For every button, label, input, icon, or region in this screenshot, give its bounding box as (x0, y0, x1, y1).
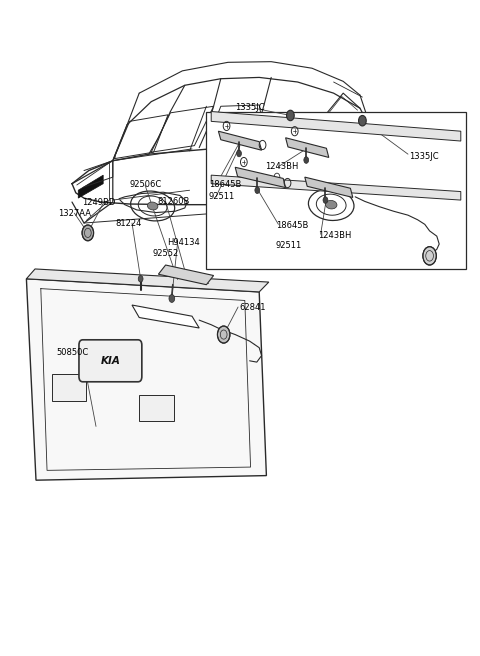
Circle shape (169, 295, 175, 302)
Circle shape (323, 197, 328, 203)
Bar (52, 374, 86, 401)
Polygon shape (26, 279, 266, 480)
Polygon shape (26, 269, 269, 292)
Text: H94134: H94134 (167, 238, 200, 247)
Text: 1335JC: 1335JC (235, 103, 265, 112)
Text: 92511: 92511 (276, 241, 302, 250)
Bar (139, 395, 174, 421)
Text: 18645B: 18645B (276, 221, 308, 230)
Polygon shape (78, 175, 103, 198)
Text: 92506C: 92506C (130, 180, 162, 190)
Circle shape (359, 115, 366, 126)
FancyBboxPatch shape (79, 340, 142, 382)
Text: 1327AA: 1327AA (58, 209, 91, 218)
Text: 92511: 92511 (209, 192, 235, 201)
Text: 62841: 62841 (239, 302, 265, 312)
Text: 50850C: 50850C (57, 348, 89, 358)
Circle shape (287, 110, 294, 121)
Circle shape (423, 247, 436, 265)
Polygon shape (132, 305, 199, 328)
Circle shape (82, 225, 94, 241)
Ellipse shape (147, 202, 158, 210)
Circle shape (304, 157, 309, 163)
Circle shape (237, 150, 241, 157)
Circle shape (255, 187, 260, 194)
Text: 1243BH: 1243BH (318, 231, 351, 240)
Text: 92552: 92552 (153, 249, 179, 258)
Text: 18645B: 18645B (209, 180, 241, 190)
Circle shape (138, 276, 143, 282)
Bar (206, 112, 466, 269)
Polygon shape (218, 131, 262, 150)
Polygon shape (211, 112, 461, 141)
Polygon shape (211, 175, 461, 200)
Text: 81260B: 81260B (157, 197, 190, 206)
Polygon shape (158, 265, 214, 285)
Text: 1249BD: 1249BD (82, 197, 115, 207)
Polygon shape (235, 167, 286, 188)
Text: 81224: 81224 (115, 218, 142, 228)
Text: KIA: KIA (100, 356, 120, 366)
Circle shape (217, 326, 230, 343)
Ellipse shape (325, 200, 337, 209)
Polygon shape (305, 177, 353, 197)
Text: 1335JC: 1335JC (409, 152, 439, 161)
Text: 1243BH: 1243BH (265, 162, 299, 171)
Polygon shape (286, 138, 329, 157)
